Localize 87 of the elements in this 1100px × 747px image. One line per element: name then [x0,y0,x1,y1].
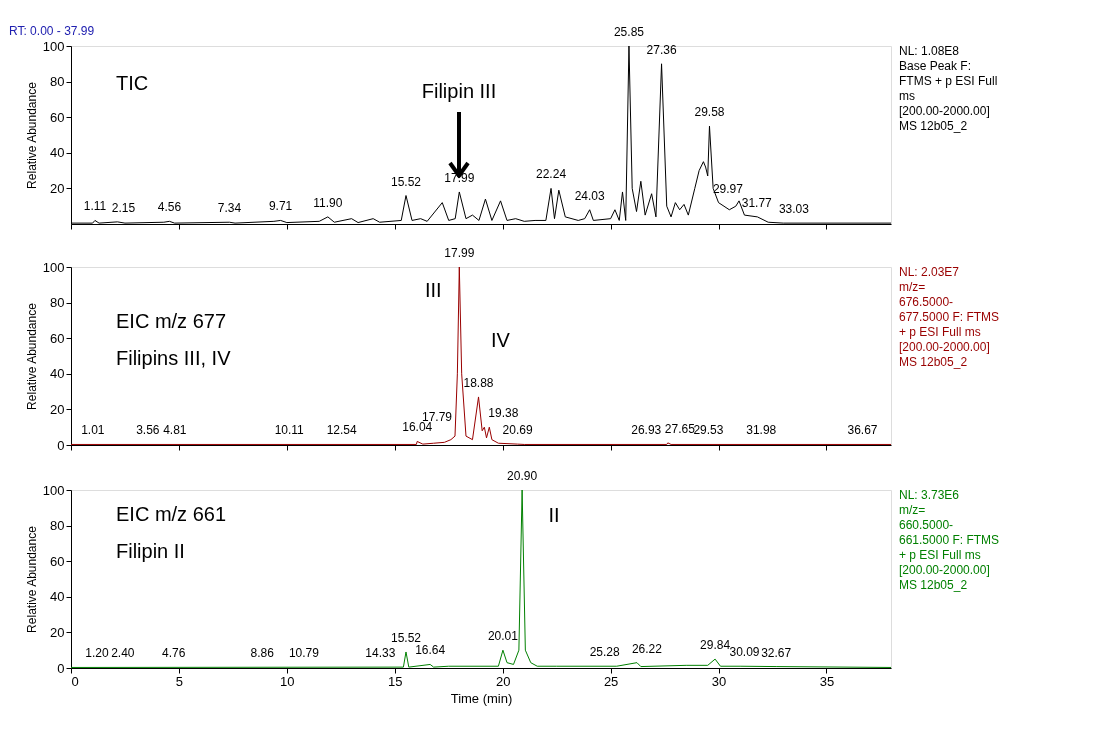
annotation: 32.67 [761,645,792,660]
annotation: 20.90 [507,469,538,483]
annotation: 33.03 [778,202,810,217]
x-tick-label: 35 [819,673,835,689]
y-tick-label: 20 [50,401,65,417]
annotation: 31.98 [746,423,777,438]
x-tick-label: 15 [388,673,403,689]
annotation: 2.40 [111,646,135,661]
y-tick-label: 40 [50,589,65,605]
y-axis-title: Relative Abundance [24,525,39,633]
annotation: 19.38 [488,406,519,421]
y-tick-label: 100 [42,482,65,498]
y-tick-label: 80 [50,74,65,90]
y-tick-label: 20 [50,180,65,196]
y-tick-label: 100 [42,38,65,54]
annotation: 27.36 [646,42,677,57]
annotation: 15.52 [390,174,422,189]
annotation: Filipin II [116,540,185,562]
y-tick-label: 40 [50,145,65,161]
annotation: II [548,504,560,526]
annotation: 1.11 [83,199,107,214]
annotation: 2.15 [111,200,136,215]
annotation: EIC m/z 661 [116,503,227,525]
annotation: 36.67 [847,423,878,438]
annotation: IV [491,328,511,351]
x-tick-label: 20 [495,673,511,689]
annotation: 14.33 [365,646,396,661]
annotation: 11.90 [313,195,343,210]
annotation: 16.04 [402,420,433,435]
annotation: 17.99 [444,246,475,260]
annotation: 25.28 [589,645,620,660]
annotation: 9.71 [268,199,293,214]
annotation: 1.20 [85,646,109,661]
annotation: Filipin III [421,80,497,102]
y-tick-label: 40 [50,366,65,382]
x-axis-title: Time (min) [450,690,513,706]
x-tick-label: 5 [175,673,184,689]
annotation: 15.52 [390,630,422,645]
y-tick-label: 0 [57,660,65,676]
annotation: 29.53 [693,423,724,438]
x-tick-label: 30 [711,673,727,689]
annotation: 4.56 [157,200,182,215]
annotation: EIC m/z 677 [116,310,227,332]
annotation: 24.03 [574,188,606,203]
y-tick-label: 60 [50,553,65,569]
annotation: III [424,279,442,301]
y-tick-label: 80 [50,295,65,311]
annotation: 16.64 [415,643,446,658]
y-tick-label: 100 [42,259,65,275]
annotation: 18.88 [463,375,494,390]
annotation: 29.58 [694,105,725,120]
annotation: TIC [116,72,149,94]
annotation: 4.81 [163,423,187,438]
text: NL: 1.08E8 Base Peak F: FTMS + p ESI Full ms [200.00-2000.00] MS 12b05_2 [899,44,998,133]
annotation: 10.79 [288,646,320,661]
y-tick-label: 20 [50,624,65,640]
x-tick-label: 25 [603,673,619,689]
x-tick-label: 0 [71,673,79,689]
annotation: Filipins III, IV [116,347,232,369]
annotation: 3.56 [136,423,160,438]
y-axis-title: Relative Abundance [24,302,39,410]
annotation: 10.11 [274,423,305,438]
annotation: 30.09 [729,645,760,660]
annotation: 1.01 [81,423,105,438]
annotation: 17.99 [444,170,475,185]
annotation: 25.85 [613,25,645,39]
x-tick-label: 10 [280,673,295,689]
annotation: 29.84 [700,638,731,653]
annotation: 31.77 [741,195,773,210]
annotation: 26.93 [631,423,662,438]
annotation: 12.54 [326,423,358,438]
y-tick-label: 80 [50,518,65,534]
y-tick-label: 60 [50,109,65,125]
y-tick-label: 0 [57,437,65,453]
annotation: 29.97 [712,181,744,196]
annotation: 26.22 [631,641,663,656]
annotation: 20.01 [487,629,519,644]
annotation: 4.76 [162,646,186,661]
annotation: 7.34 [217,201,242,216]
annotation: 22.24 [536,167,567,182]
annotation: 8.86 [250,646,275,661]
y-tick-label: 60 [50,330,65,346]
annotation: 20.69 [502,423,533,438]
text: NL: 3.73E6 m/z= 660.5000- 661.5000 F: FTMS + p ESI Full ms [200.00-2000.00] MS 12b05_2 [899,488,1000,592]
text: RT: 0.00 - 37.99 [9,24,95,38]
y-axis-title: Relative Abundance [24,81,39,189]
text: NL: 2.03E7 m/z= 676.5000- 677.5000 F: FTMS + p ESI Full ms [200.00-2000.00] MS 12b05_2 [899,265,1000,369]
